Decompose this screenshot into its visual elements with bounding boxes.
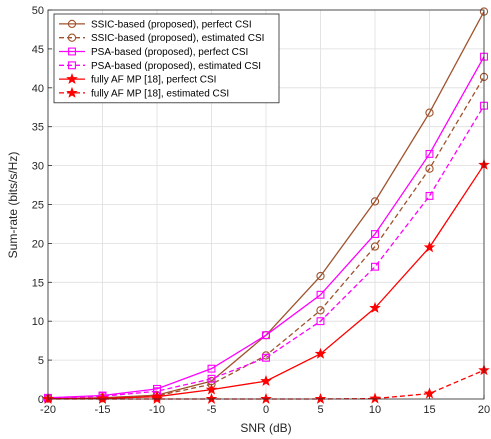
legend: SSIC-based (proposed), perfect CSI SSIC-b…	[53, 13, 280, 104]
legend-item: fully AF MP [18], perfect CSI	[59, 73, 216, 86]
y-tick-label: 40	[32, 83, 44, 95]
legend-label: PSA-based (proposed), perfect CSI	[91, 47, 248, 58]
circle-marker	[425, 164, 434, 173]
y-axis-label: Sum-rate (bits/s/Hz)	[6, 152, 20, 259]
x-tick-label: 5	[317, 404, 323, 416]
circle-marker	[425, 108, 434, 117]
y-tick-label: 0	[38, 394, 44, 406]
y-tick-label: 35	[32, 122, 44, 134]
legend-label: fully AF MP [18], estimated CSI	[91, 88, 229, 99]
star-marker	[205, 383, 218, 395]
legend-label: SSIC-based (proposed), perfect CSI	[91, 19, 252, 30]
series-line	[47, 56, 485, 399]
star-marker	[423, 241, 436, 253]
square-marker	[207, 364, 216, 373]
plot-border	[47, 9, 485, 400]
legend-item: SSIC-based (proposed), perfect CSI	[59, 19, 252, 30]
series-group	[42, 7, 490, 404]
square-marker	[68, 47, 76, 56]
x-tick-label: 15	[423, 404, 435, 416]
y-tick-label: 25	[32, 200, 44, 212]
y-tick-label: 45	[32, 44, 44, 56]
star-marker	[260, 392, 272, 404]
star-marker	[96, 392, 109, 404]
star-marker	[260, 375, 272, 387]
legend-label: SSIC-based (proposed), estimated CSI	[91, 33, 264, 44]
star-marker	[66, 86, 78, 98]
x-axis-label: SNR (dB)	[240, 421, 291, 435]
circle-marker	[316, 271, 325, 281]
legend-item: PSA-based (proposed), perfect CSI	[59, 47, 248, 58]
x-tick-label: 10	[369, 404, 381, 416]
y-tick-label: 5	[38, 355, 44, 367]
star-marker	[369, 301, 381, 313]
square-marker	[316, 317, 325, 326]
circle-marker	[370, 242, 380, 251]
y-tick-label: 50	[32, 5, 44, 17]
x-tick-label: -10	[149, 404, 165, 416]
legend-item: PSA-based (proposed), estimated CSI	[59, 61, 261, 72]
circle-marker	[67, 33, 77, 42]
star-marker	[151, 392, 163, 404]
star-marker	[205, 392, 218, 404]
x-tick-label: 0	[263, 404, 269, 416]
square-marker	[262, 331, 270, 340]
legend-label: fully AF MP [18], perfect CSI	[91, 75, 216, 86]
x-tick-label: -5	[207, 404, 217, 416]
y-tick-label: 15	[32, 277, 44, 289]
x-tick-label: -15	[95, 404, 111, 416]
y-tick-label: 20	[32, 238, 44, 250]
x-tick-label: 20	[478, 404, 490, 416]
star-marker	[314, 392, 327, 404]
square-marker	[425, 149, 434, 158]
square-marker	[316, 290, 325, 299]
star-marker	[66, 73, 78, 85]
circle-marker	[67, 19, 77, 29]
square-marker	[425, 191, 434, 200]
y-tick-label: 10	[32, 316, 44, 328]
square-marker	[68, 61, 76, 70]
star-marker	[423, 387, 436, 399]
legend-box	[53, 13, 280, 104]
x-tick-label: -20	[40, 404, 56, 416]
y-tick-label: 30	[32, 161, 44, 173]
legend-item: fully AF MP [18], estimated CSI	[59, 86, 229, 99]
square-marker	[371, 262, 379, 271]
series-line	[47, 105, 485, 399]
legend-label: PSA-based (proposed), estimated CSI	[91, 61, 261, 72]
circle-marker	[370, 197, 380, 206]
star-marker	[369, 392, 381, 404]
square-marker	[262, 353, 270, 362]
legend-item: SSIC-based (proposed), estimated CSI	[59, 33, 264, 44]
square-marker	[207, 374, 216, 383]
circle-marker	[316, 306, 325, 315]
square-marker	[371, 230, 379, 239]
axis-ticks: -20 -15 -10 -5 0 5 10 15 20 0 5 10 15 20 25 30 35 40 45 50	[32, 5, 490, 416]
star-marker	[314, 347, 327, 359]
